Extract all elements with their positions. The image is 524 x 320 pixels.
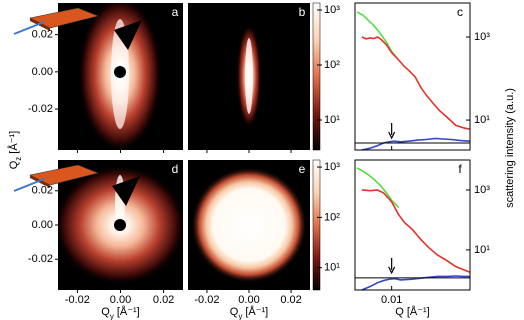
panel-label: a	[172, 5, 179, 19]
x-tick-label: 0.02	[153, 294, 174, 306]
scattering-image	[58, 160, 183, 290]
scattering-image	[188, 3, 310, 150]
colorbar-tick-label: 10³	[324, 161, 340, 173]
x-tick-label: -0.02	[65, 294, 90, 306]
data-line	[356, 11, 400, 61]
plot-content	[356, 167, 471, 291]
axis-unit: [Å⁻¹]	[7, 131, 20, 154]
panel-label: b	[299, 5, 306, 19]
colorbar-tick-label: 10²	[324, 59, 340, 71]
plot-content	[356, 11, 471, 151]
y-axis-label: Qz [Å⁻¹]	[7, 131, 23, 169]
data-line	[361, 275, 470, 291]
x-axis-label: Qy [Å⁻¹]	[101, 305, 139, 320]
panel-label: c	[457, 5, 463, 19]
panel-label: f	[458, 162, 462, 176]
colorbar-tick-label: 10¹	[324, 262, 340, 274]
y-tick-label: -0.02	[28, 253, 53, 265]
y-tick-label: 10¹	[474, 244, 490, 256]
x-tick-label: 0.00	[110, 294, 131, 306]
x-tick-label: 0.02	[280, 294, 301, 306]
axis-subscript: y	[110, 312, 114, 320]
axis-symbol: Q	[395, 306, 404, 318]
y-tick-label: 0.00	[32, 66, 53, 78]
scattering-image	[58, 3, 183, 150]
plot-frame	[354, 159, 471, 291]
y-tick-label: 0.02	[32, 185, 53, 197]
x-tick-label: -0.02	[194, 294, 219, 306]
y-tick-label: 0.02	[32, 29, 53, 41]
x-tick-label: 0.00	[238, 294, 259, 306]
axis-symbol: Q	[230, 306, 239, 318]
arrow	[388, 257, 396, 275]
colorbar	[312, 159, 321, 291]
panel-label: e	[299, 162, 306, 176]
colorbar	[312, 2, 321, 151]
y-tick-label: 10³	[474, 31, 490, 43]
y-tick-label: 10¹	[474, 114, 490, 126]
colorbar-tick-label: 10¹	[324, 114, 340, 126]
y-tick-label: 10³	[474, 184, 490, 196]
axis-unit: [Å⁻¹]	[245, 305, 268, 318]
y-tick-label: 0.00	[32, 219, 53, 231]
axis-unit: [Å⁻¹]	[117, 305, 140, 318]
data-line	[361, 36, 471, 131]
axis-subscript: z	[14, 157, 23, 161]
y-tick-label: -0.02	[28, 103, 53, 115]
axis-symbol: Q	[8, 160, 20, 169]
arrow	[388, 123, 396, 140]
data-line	[361, 189, 471, 273]
axis-symbol: Q	[101, 306, 110, 318]
sample-inset	[13, 7, 99, 192]
colorbar-tick-label: 10³	[324, 4, 340, 16]
y2-axis-label: scattering intensity (a.u.)	[504, 88, 516, 208]
axis-subscript: y	[238, 312, 242, 320]
plot-frame	[354, 2, 471, 151]
scattering-image	[188, 160, 310, 290]
x-tick-label: 0.01	[381, 294, 402, 306]
panel-label: d	[172, 162, 179, 176]
axis-unit: [Å⁻¹]	[407, 305, 430, 318]
x-axis-label: Q [Å⁻¹]	[395, 305, 429, 318]
x-axis-label: Qy [Å⁻¹]	[230, 305, 268, 320]
plot-area	[355, 160, 470, 290]
colorbar-tick-label: 10²	[324, 211, 340, 223]
plot-area	[355, 3, 470, 150]
data-line	[361, 137, 471, 151]
data-line	[356, 167, 400, 209]
